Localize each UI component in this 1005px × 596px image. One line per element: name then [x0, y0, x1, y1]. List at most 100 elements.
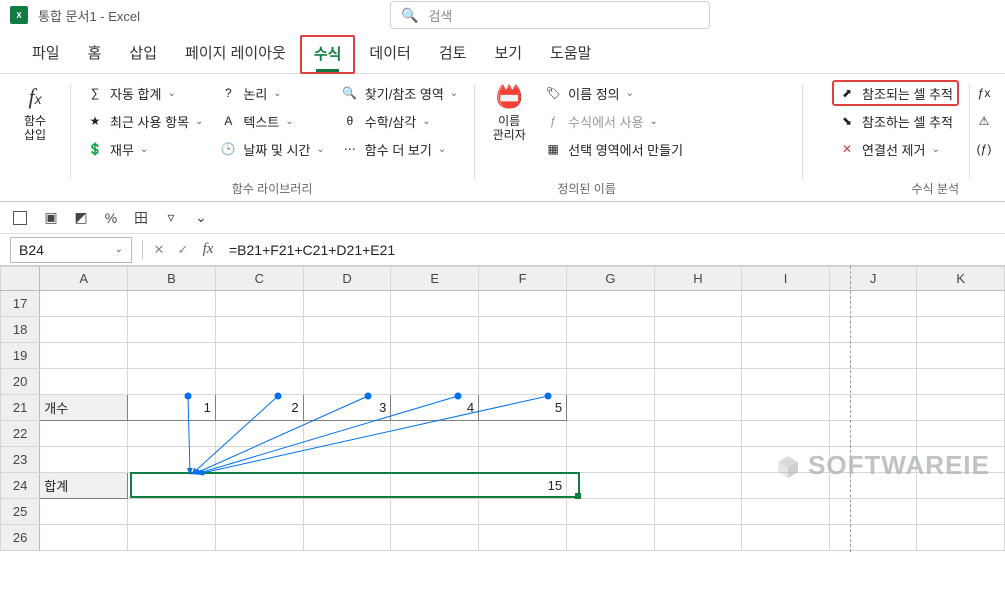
row-header-18[interactable]: 18 — [1, 317, 40, 343]
cell-A22[interactable] — [40, 421, 128, 447]
trace-dependents-button[interactable]: ⬊참조하는 셀 추적 — [832, 108, 959, 134]
cell-G23[interactable] — [567, 447, 655, 473]
row-header-25[interactable]: 25 — [1, 499, 40, 525]
cell-G21[interactable] — [567, 395, 655, 421]
formula-input[interactable]: =B21+F21+C21+D21+E21 — [221, 242, 1005, 258]
cell-A19[interactable] — [40, 343, 128, 369]
cell-C22[interactable] — [215, 421, 303, 447]
cell-I25[interactable] — [742, 499, 830, 525]
cells-table[interactable]: A B C D E F G H I J K 1718192021개수123452… — [0, 266, 1005, 551]
use-in-formula-button[interactable]: ƒ수식에서 사용⌄ — [538, 108, 689, 134]
cell-B25[interactable] — [128, 499, 216, 525]
cell-H19[interactable] — [654, 343, 742, 369]
cell-B19[interactable] — [128, 343, 216, 369]
cell-J19[interactable] — [829, 343, 917, 369]
insert-function-button[interactable]: fx 함수 삽입 — [10, 80, 60, 147]
cell-C18[interactable] — [215, 317, 303, 343]
cell-H25[interactable] — [654, 499, 742, 525]
cell-A23[interactable] — [40, 447, 128, 473]
cell-F24[interactable]: 15 — [479, 473, 567, 499]
cancel-formula-button[interactable]: ✕ — [147, 238, 171, 262]
cell-A17[interactable] — [40, 291, 128, 317]
cell-K25[interactable] — [917, 499, 1005, 525]
cell-E25[interactable] — [391, 499, 479, 525]
tab-formulas[interactable]: 수식 — [300, 35, 356, 74]
cell-I18[interactable] — [742, 317, 830, 343]
row-header-21[interactable]: 21 — [1, 395, 40, 421]
cell-D24[interactable] — [303, 473, 391, 499]
col-header-K[interactable]: K — [917, 267, 1005, 291]
cell-F17[interactable] — [479, 291, 567, 317]
qat-filter-icon[interactable]: ▿ — [160, 207, 182, 229]
fx-icon[interactable]: fx — [195, 241, 221, 258]
cell-F19[interactable] — [479, 343, 567, 369]
cell-C24[interactable] — [215, 473, 303, 499]
cell-A25[interactable] — [40, 499, 128, 525]
cell-E20[interactable] — [391, 369, 479, 395]
cell-K22[interactable] — [917, 421, 1005, 447]
qat-percent-icon[interactable]: % — [100, 207, 122, 229]
cell-H24[interactable] — [654, 473, 742, 499]
cell-F22[interactable] — [479, 421, 567, 447]
cell-D22[interactable] — [303, 421, 391, 447]
cell-F23[interactable] — [479, 447, 567, 473]
cell-H22[interactable] — [654, 421, 742, 447]
enter-formula-button[interactable]: ✓ — [171, 238, 195, 262]
row-header-20[interactable]: 20 — [1, 369, 40, 395]
col-header-J[interactable]: J — [829, 267, 917, 291]
cell-G18[interactable] — [567, 317, 655, 343]
qat-square-icon[interactable]: ◩ — [70, 207, 92, 229]
cell-C19[interactable] — [215, 343, 303, 369]
cell-G26[interactable] — [567, 525, 655, 551]
cell-K21[interactable] — [917, 395, 1005, 421]
tab-insert[interactable]: 삽입 — [115, 34, 171, 73]
cell-I22[interactable] — [742, 421, 830, 447]
cell-K19[interactable] — [917, 343, 1005, 369]
cell-I17[interactable] — [742, 291, 830, 317]
cell-E24[interactable] — [391, 473, 479, 499]
qat-more-icon[interactable]: ⌄ — [190, 207, 212, 229]
autosum-button[interactable]: ∑자동 합계⌄ — [80, 80, 209, 106]
cell-B23[interactable] — [128, 447, 216, 473]
cell-G22[interactable] — [567, 421, 655, 447]
cell-E18[interactable] — [391, 317, 479, 343]
cell-G20[interactable] — [567, 369, 655, 395]
tab-file[interactable]: 파일 — [18, 34, 74, 73]
cell-G17[interactable] — [567, 291, 655, 317]
cell-H23[interactable] — [654, 447, 742, 473]
row-header-24[interactable]: 24 — [1, 473, 40, 499]
tab-pagelayout[interactable]: 페이지 레이아웃 — [171, 34, 300, 73]
cell-D19[interactable] — [303, 343, 391, 369]
cell-H18[interactable] — [654, 317, 742, 343]
cell-B20[interactable] — [128, 369, 216, 395]
cell-C25[interactable] — [215, 499, 303, 525]
row-header-23[interactable]: 23 — [1, 447, 40, 473]
cell-D20[interactable] — [303, 369, 391, 395]
cell-A26[interactable] — [40, 525, 128, 551]
select-all-corner[interactable] — [1, 267, 40, 291]
cell-B21[interactable]: 1 — [128, 395, 216, 421]
cell-D25[interactable] — [303, 499, 391, 525]
cell-I19[interactable] — [742, 343, 830, 369]
qat-grid-icon[interactable] — [10, 207, 32, 229]
cell-C23[interactable] — [215, 447, 303, 473]
trace-precedents-button[interactable]: ⬈참조되는 셀 추적 — [832, 80, 959, 106]
lookup-button[interactable]: 🔍찾기/참조 영역⌄ — [335, 80, 464, 106]
tab-view[interactable]: 보기 — [480, 34, 536, 73]
tab-home[interactable]: 홈 — [74, 34, 116, 73]
cell-J26[interactable] — [829, 525, 917, 551]
name-manager-button[interactable]: 📛 이름 관리자 — [484, 80, 534, 147]
datetime-button[interactable]: 🕒날짜 및 시간⌄ — [213, 136, 330, 162]
tab-help[interactable]: 도움말 — [536, 34, 605, 73]
cell-H26[interactable] — [654, 525, 742, 551]
cell-B18[interactable] — [128, 317, 216, 343]
cell-K17[interactable] — [917, 291, 1005, 317]
cell-J22[interactable] — [829, 421, 917, 447]
cell-F21[interactable]: 5 — [479, 395, 567, 421]
cell-J21[interactable] — [829, 395, 917, 421]
financial-button[interactable]: 💲재무⌄ — [80, 136, 209, 162]
cell-G24[interactable] — [567, 473, 655, 499]
cell-B17[interactable] — [128, 291, 216, 317]
cell-F20[interactable] — [479, 369, 567, 395]
tab-data[interactable]: 데이터 — [355, 34, 424, 73]
